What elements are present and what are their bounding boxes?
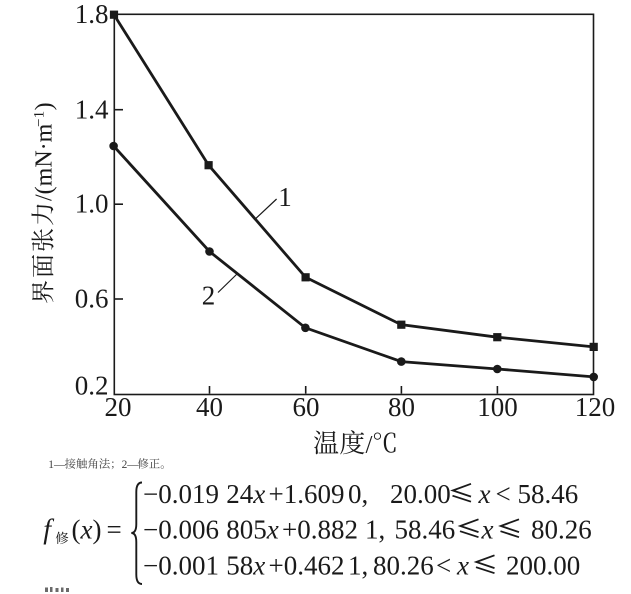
svg-text:x: x xyxy=(80,515,93,545)
svg-text:—: — xyxy=(126,459,139,471)
svg-text:1: 1 xyxy=(278,182,292,212)
svg-text:—: — xyxy=(53,459,66,471)
svg-text:−0.006: −0.006 xyxy=(143,515,219,545)
svg-text:805: 805 xyxy=(226,515,266,545)
svg-text:0.6: 0.6 xyxy=(75,284,109,314)
svg-text:80: 80 xyxy=(388,392,415,422)
svg-text:1,: 1, xyxy=(365,515,385,545)
svg-text:=: = xyxy=(107,515,122,545)
svg-text:2: 2 xyxy=(202,280,216,310)
svg-text:1.4: 1.4 xyxy=(75,94,109,124)
svg-text:58.46: 58.46 xyxy=(518,479,579,509)
svg-text:+0.882: +0.882 xyxy=(282,515,358,545)
svg-text:58: 58 xyxy=(226,551,253,581)
svg-text:0,: 0, xyxy=(348,479,368,509)
svg-text:0.2: 0.2 xyxy=(75,370,109,400)
svg-text:1.8: 1.8 xyxy=(75,0,109,29)
svg-text:1: 1 xyxy=(48,459,54,471)
svg-text:−0.019: −0.019 xyxy=(143,479,219,509)
svg-text:<: < xyxy=(436,551,451,581)
svg-text:200.00: 200.00 xyxy=(506,551,580,581)
svg-text:58.46: 58.46 xyxy=(395,515,456,545)
svg-text:40: 40 xyxy=(196,392,223,422)
svg-text:120: 120 xyxy=(575,392,616,422)
svg-text:20: 20 xyxy=(105,392,132,422)
svg-text:(: ( xyxy=(72,515,81,545)
svg-text:x: x xyxy=(252,551,265,581)
svg-text:+0.462: +0.462 xyxy=(269,551,345,581)
svg-text:−1: −1 xyxy=(32,111,48,127)
svg-text:−0.001: −0.001 xyxy=(143,551,219,581)
svg-text:x: x xyxy=(252,479,265,509)
svg-text:x: x xyxy=(481,515,494,545)
svg-text:2: 2 xyxy=(122,459,128,471)
svg-text:x: x xyxy=(478,479,491,509)
svg-text:x: x xyxy=(266,515,279,545)
svg-text:/(mN·m: /(mN·m xyxy=(32,123,58,201)
svg-text:24: 24 xyxy=(226,479,254,509)
svg-text:+1.609: +1.609 xyxy=(269,479,345,509)
svg-text:20.00: 20.00 xyxy=(390,479,451,509)
svg-text:f: f xyxy=(43,515,54,546)
svg-text:1,: 1, xyxy=(348,551,368,581)
svg-text:1.0: 1.0 xyxy=(75,189,109,219)
svg-text:60: 60 xyxy=(293,392,320,422)
svg-text:100: 100 xyxy=(477,392,518,422)
svg-text:80.26: 80.26 xyxy=(373,551,434,581)
svg-text:80.26: 80.26 xyxy=(531,515,592,545)
svg-text:): ) xyxy=(93,515,102,545)
svg-text:x: x xyxy=(456,551,469,581)
svg-text:): ) xyxy=(32,102,58,110)
svg-text:<: < xyxy=(496,479,511,509)
svg-text:/: / xyxy=(366,431,373,458)
